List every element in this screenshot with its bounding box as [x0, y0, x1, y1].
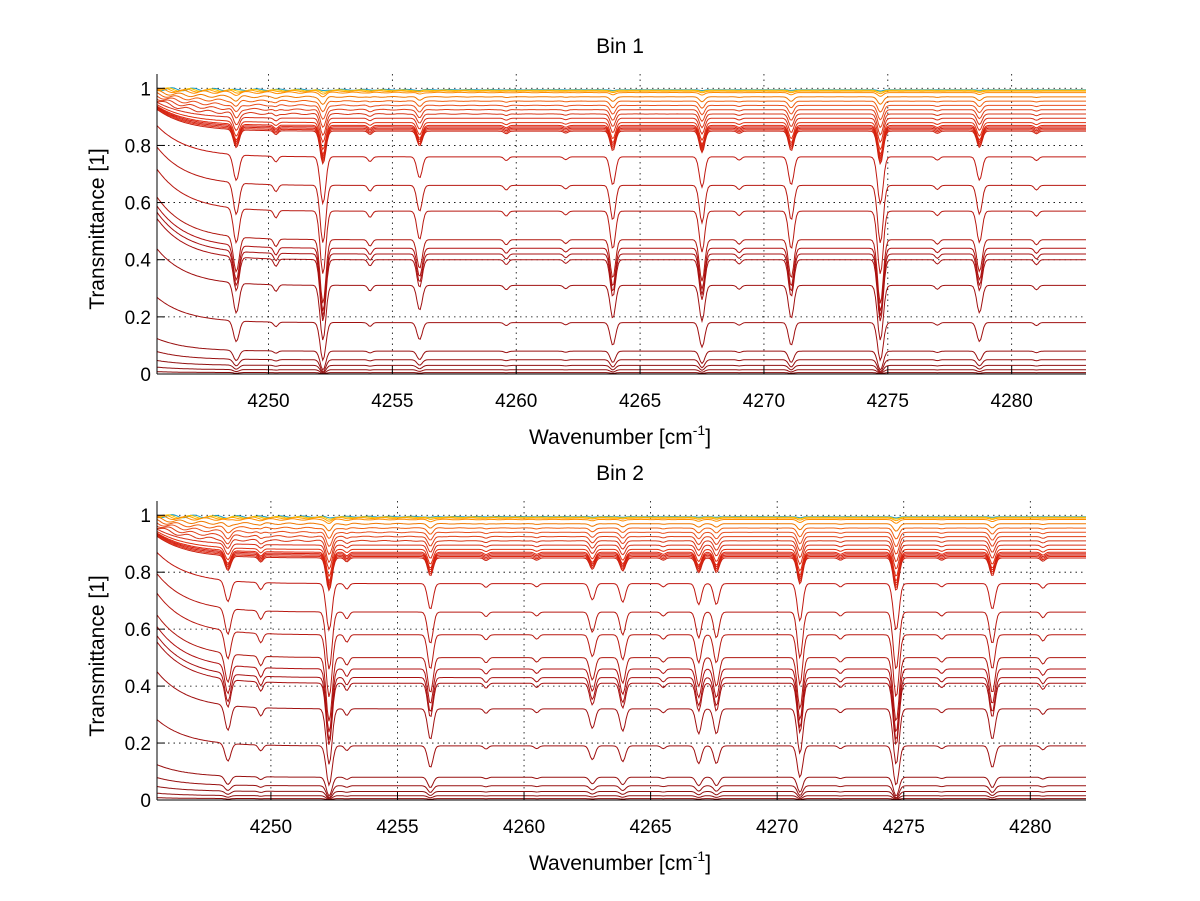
y-axis-label: Transmittance [1] — [86, 575, 109, 736]
spectrum-line — [156, 530, 1086, 578]
y-tick-label: 0 — [140, 791, 151, 812]
chart-bin-2: Bin 2 4250 4255 4260 4265 4270 4275 4280 0 0.2 0.… — [86, 462, 1086, 875]
spectrum-line — [156, 338, 1086, 371]
x-axis-label: Wavenumber [cm-1] — [529, 422, 711, 449]
spectrum-line — [156, 205, 1086, 312]
x-tick-label: 4255 — [371, 391, 413, 412]
spectrum-line — [156, 671, 1086, 765]
spectrum-line — [156, 359, 1086, 374]
x-tick-label: 4260 — [495, 391, 537, 412]
spectrum-line — [156, 105, 1086, 156]
x-tick-label: 4280 — [991, 391, 1033, 412]
x-tick-label: 4280 — [1009, 817, 1051, 838]
spectrum-line — [156, 532, 1086, 583]
spectrum-line — [156, 592, 1086, 698]
spectrum-line — [156, 218, 1086, 322]
y-tick-label: 0 — [140, 365, 151, 386]
spectrum-line — [156, 552, 1086, 632]
y-tick-label: 0.2 — [125, 734, 151, 755]
spectrum-line — [156, 525, 1086, 556]
y-tick-label: 0.4 — [125, 251, 152, 272]
x-tick-label: 4265 — [619, 391, 661, 412]
spectrum-line — [156, 614, 1086, 722]
x-tick-label: 4275 — [883, 817, 925, 838]
spectrum-line — [156, 106, 1086, 158]
spectrum-line — [156, 635, 1086, 741]
spectrum-line — [156, 95, 1086, 121]
spectrum-line — [156, 101, 1086, 144]
spectrum-line — [156, 641, 1086, 746]
x-tick-label: 4250 — [247, 391, 289, 412]
spectrum-line — [156, 528, 1086, 571]
spectrum-line — [156, 101, 1086, 137]
spectrum-line — [156, 196, 1086, 304]
spectrum-line — [156, 533, 1086, 585]
spectrum-line — [156, 366, 1086, 375]
x-tick-label: 4275 — [867, 391, 909, 412]
y-tick-label: 0.8 — [125, 136, 151, 157]
y-axis-label: Transmittance [1] — [86, 148, 109, 309]
spectrum-line — [156, 534, 1086, 588]
spectrum-line — [156, 764, 1086, 797]
spectrum-line — [156, 534, 1086, 590]
spectrum-line — [156, 797, 1086, 801]
chart-bin-1: Bin 1 4250 4255 4260 4265 4270 4275 4280 0 0.2 0.… — [86, 35, 1086, 449]
spectrum-line — [156, 107, 1086, 161]
spectrum-line — [156, 792, 1086, 801]
spectrum-line — [156, 211, 1086, 317]
spectrum-line — [156, 88, 1086, 98]
spectrum-line — [156, 168, 1086, 274]
spectrum-line — [156, 296, 1086, 362]
x-tick-label: 4255 — [376, 817, 418, 838]
x-tick-label: 4260 — [503, 817, 545, 838]
spectrum-line — [156, 146, 1086, 243]
y-tick-label: 0.8 — [125, 563, 151, 584]
spectrum-line — [156, 527, 1086, 564]
spectrum-line — [156, 515, 1086, 525]
spectrum-line — [156, 777, 1086, 799]
x-tick-label: 4270 — [743, 391, 785, 412]
spectrum-line — [156, 573, 1086, 670]
y-tick-label: 1 — [140, 79, 151, 100]
spectrum-line — [156, 89, 1086, 106]
spectrum-line — [156, 87, 1086, 95]
spectrum-line — [156, 351, 1086, 373]
spectrum-line — [156, 104, 1086, 151]
spectrum-line — [156, 522, 1086, 548]
x-axis-label: Wavenumber [cm-1] — [529, 848, 711, 875]
spectrum-line — [156, 535, 1086, 592]
spectrum-line — [156, 248, 1086, 341]
spectrum-line — [156, 516, 1086, 532]
y-tick-label: 0.6 — [125, 620, 151, 641]
spectrum-line — [156, 371, 1086, 375]
spectrum-line — [156, 518, 1086, 540]
spectrum-line — [156, 98, 1086, 129]
x-tick-label: 4250 — [250, 817, 292, 838]
x-tick-label: 4270 — [756, 817, 798, 838]
spectrum-line — [156, 786, 1086, 800]
spectrum-line — [156, 108, 1086, 166]
spectrum-line — [156, 125, 1086, 206]
spectrum-line — [156, 719, 1086, 787]
y-tick-label: 0.2 — [125, 308, 151, 329]
y-tick-label: 0.6 — [125, 194, 151, 215]
spectrum-line — [156, 626, 1086, 733]
chart-title: Bin 2 — [596, 462, 644, 485]
spectrum-line — [156, 514, 1086, 522]
x-tick-label: 4265 — [629, 817, 671, 838]
chart-title: Bin 1 — [596, 35, 644, 58]
y-tick-label: 0.4 — [125, 677, 152, 698]
y-tick-label: 1 — [140, 506, 151, 527]
spectrum-line — [156, 108, 1086, 163]
spectrum-line — [156, 91, 1086, 113]
